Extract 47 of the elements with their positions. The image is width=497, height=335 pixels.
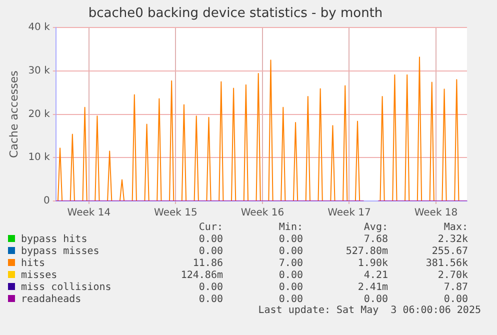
text: 0.00 <box>442 294 468 306</box>
text: 0.00 <box>278 234 303 246</box>
text: 0.00 <box>278 246 303 258</box>
legend-label: bypass hits <box>20 234 88 246</box>
text: 0.00 <box>278 294 303 305</box>
text: 2.70k <box>436 270 468 282</box>
x-tick-label: Week 15 <box>154 208 198 219</box>
text: 7.00 <box>278 258 303 270</box>
legend-label: bypass misses <box>20 246 100 258</box>
text: 0.00 <box>198 294 223 306</box>
x-tick-label: Week 16 <box>240 208 284 219</box>
x-tick-label: Week 14 <box>67 208 111 219</box>
text: 0.00 <box>198 246 223 258</box>
y-tick-label: 0 <box>44 196 50 207</box>
x-tick-label: Week 17 <box>328 208 371 219</box>
text: 7.87 <box>442 282 468 294</box>
text: 0.00 <box>198 234 223 246</box>
text: Cur: <box>198 222 223 234</box>
text: 381.56k <box>424 258 468 270</box>
text: 527.80m <box>344 246 388 258</box>
text: 4.21 <box>362 270 388 282</box>
text: 11.86 <box>192 258 223 270</box>
text: Min: <box>278 222 303 234</box>
text: 0.00 <box>278 282 303 294</box>
text: Last update: Sat May 3 06:00:06 2025 <box>258 305 481 316</box>
chart-title: bcache0 backing device statistics - by month <box>88 6 383 22</box>
text: 2.32k <box>436 234 468 246</box>
y-tick-label: 40 k <box>28 22 50 34</box>
text: 255.67 <box>430 246 468 258</box>
text: 124.86m <box>180 270 223 282</box>
y-axis-title: Cache accesses <box>7 70 20 158</box>
x-tick-label: Week 18 <box>414 208 458 219</box>
y-tick-label: 20 k <box>28 108 50 120</box>
text: 0.00 <box>362 294 388 306</box>
y-tick-label: 30 k <box>28 66 50 77</box>
text: 7.68 <box>362 234 388 246</box>
text: 2.41m <box>356 282 388 294</box>
legend-label: misses <box>20 270 58 282</box>
legend-label: readaheads <box>20 294 82 306</box>
text: Avg: <box>362 222 388 234</box>
text: 0.00 <box>278 270 303 282</box>
legend-label: hits <box>20 258 46 270</box>
text: Max: <box>442 222 468 234</box>
y-tick-label: 10 k <box>28 152 50 164</box>
text: 1.90k <box>356 258 388 270</box>
text: 0.00 <box>198 282 223 294</box>
legend-label: miss collisions <box>20 282 112 294</box>
